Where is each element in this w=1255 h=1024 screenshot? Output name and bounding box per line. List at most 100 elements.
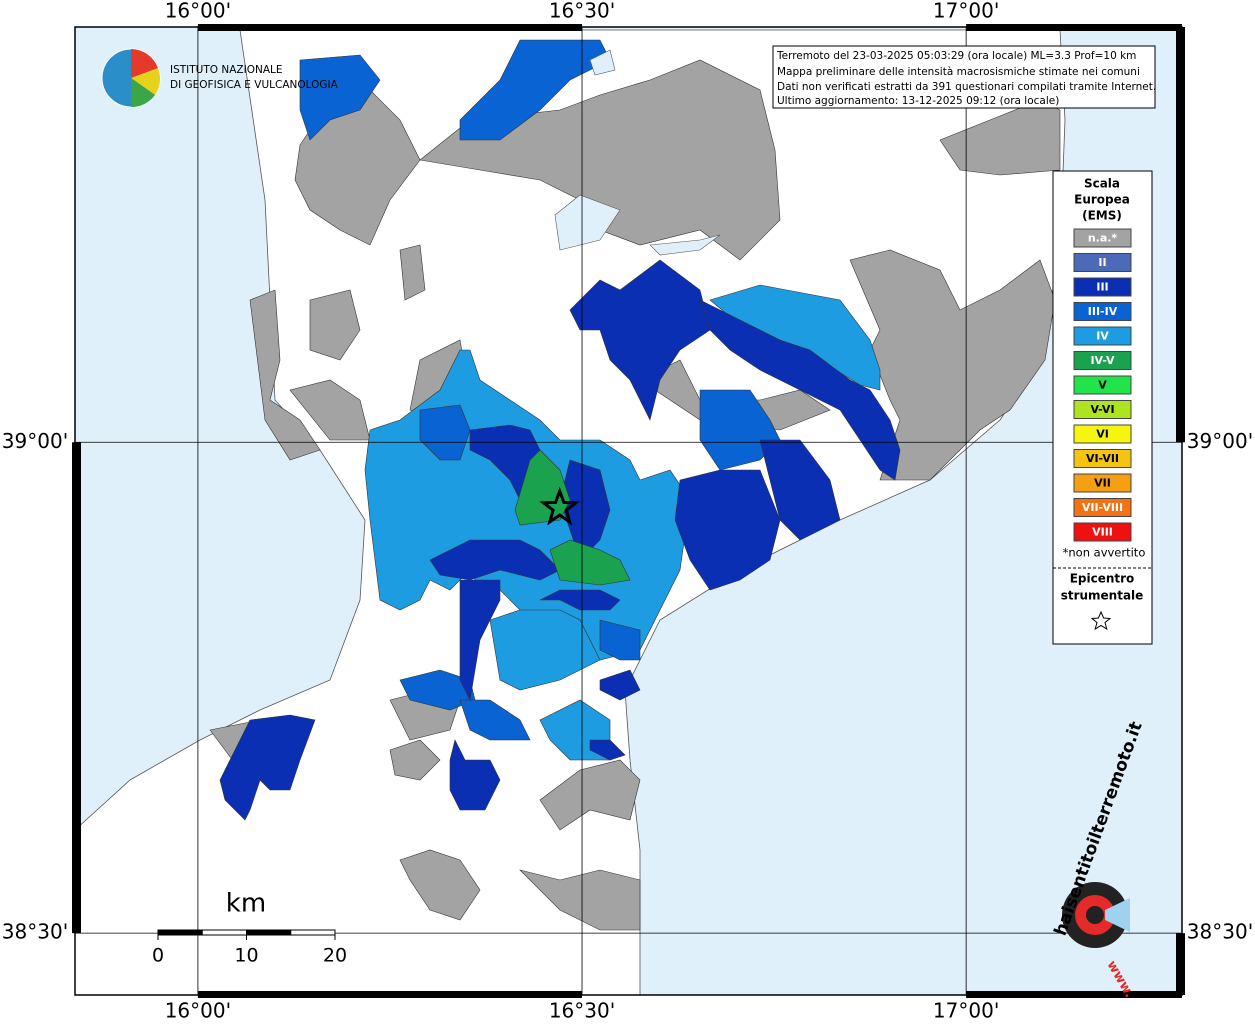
frame-band xyxy=(966,24,1182,31)
municipality xyxy=(449,739,501,811)
municipality xyxy=(569,259,711,421)
legend-swatch xyxy=(1073,351,1132,370)
municipality xyxy=(674,469,781,591)
legend-swatch xyxy=(1073,302,1132,321)
municipality xyxy=(299,54,381,141)
municipality xyxy=(389,739,441,781)
legend-label: IV-V xyxy=(1090,354,1115,367)
logo-globe xyxy=(131,78,155,108)
municipality xyxy=(939,99,1061,176)
frame-band xyxy=(197,24,583,31)
legend-label: III-IV xyxy=(1088,305,1118,318)
info-line: Terremoto del 23-03-2025 05:03:29 (ora l… xyxy=(776,50,1136,62)
legend-label: V xyxy=(1098,379,1107,392)
municipality xyxy=(699,299,901,481)
legend-note: *non avvertito xyxy=(1063,546,1146,560)
legend-swatch xyxy=(1073,277,1132,297)
lon-label: 16°00' xyxy=(165,0,231,23)
frame-band xyxy=(197,991,583,998)
scale-segment xyxy=(290,929,336,936)
municipality xyxy=(849,249,1056,481)
municipality xyxy=(759,439,841,541)
legend-label: VIII xyxy=(1092,526,1113,539)
logo-globe xyxy=(131,49,158,78)
municipality xyxy=(539,759,641,831)
info-line: Dati non verificati estratti da 391 ques… xyxy=(777,81,1156,93)
lon-label: 17°00' xyxy=(933,999,999,1023)
info-line: Mappa preliminare delle intensità macros… xyxy=(777,66,1140,78)
logo-text: ISTITUTO NAZIONALE xyxy=(170,64,283,76)
logo-globe xyxy=(131,68,161,95)
lon-label: 16°30' xyxy=(549,999,615,1023)
legend-label: VI xyxy=(1096,428,1109,441)
scale-segment xyxy=(201,929,247,936)
legend-title: Scala xyxy=(1084,177,1120,191)
legend-epicenter: strumentale xyxy=(1061,589,1144,603)
legend-swatch xyxy=(1073,473,1132,493)
frame-band xyxy=(1176,27,1185,443)
lon-label: 17°00' xyxy=(933,0,999,23)
frame-band xyxy=(966,991,1182,998)
legend-label: VII xyxy=(1094,477,1111,490)
legend-swatch xyxy=(1073,424,1132,444)
legend-star xyxy=(1090,610,1112,631)
legend-swatch xyxy=(1073,400,1132,419)
legend-swatch xyxy=(1073,326,1132,346)
municipality xyxy=(419,404,471,461)
ingv-logo: ISTITUTO NAZIONALE DI GEOFISICA E VULCAN… xyxy=(101,48,339,108)
logo-text: DI GEOFISICA E VULCANOLOGIA xyxy=(170,79,339,91)
legend-title: (EMS) xyxy=(1082,209,1122,223)
scale-segment xyxy=(157,929,203,936)
municipality xyxy=(309,289,361,361)
lat-label: 39°00' xyxy=(1187,429,1253,453)
legend-swatch xyxy=(1073,522,1132,542)
municipality xyxy=(549,539,631,586)
municipality xyxy=(399,244,426,301)
municipality xyxy=(539,589,621,611)
legend-swatch xyxy=(1073,253,1132,272)
legend-epicenter: Epicentro xyxy=(1070,572,1135,586)
municipality xyxy=(459,699,531,741)
legend-label: VII-VIII xyxy=(1082,501,1123,514)
legend: Scala Europea (EMS) *non avvertito Epice… xyxy=(1052,170,1153,645)
municipality xyxy=(489,609,601,691)
legend-label: n.a.* xyxy=(1088,232,1118,245)
municipality xyxy=(429,539,561,581)
municipality xyxy=(519,869,641,931)
legend-swatch xyxy=(1073,228,1132,248)
municipality xyxy=(289,379,371,441)
lon-label: 16°00' xyxy=(165,999,231,1023)
municipality xyxy=(399,849,481,921)
frame-band xyxy=(1176,933,1185,995)
legend-swatch xyxy=(1073,498,1132,517)
scale-segment xyxy=(246,929,292,936)
municipality xyxy=(219,714,316,821)
watermark-circle xyxy=(1086,906,1104,924)
lat-label: 38°30' xyxy=(1187,920,1253,944)
municipality xyxy=(419,59,781,261)
legend-label: V-VI xyxy=(1090,403,1114,416)
info-box-frame xyxy=(772,45,1156,109)
info-line: Ultimo aggiornamento: 13-12-2025 09:12 (… xyxy=(777,95,1059,107)
watermark-horn xyxy=(1105,898,1130,932)
scale-unit: km xyxy=(226,889,266,919)
lat-label: 38°30' xyxy=(2,920,68,944)
scale-label: 10 xyxy=(234,945,258,967)
epicenter xyxy=(539,486,581,526)
municipality xyxy=(589,739,626,761)
legend-label: IV xyxy=(1096,330,1109,343)
legend-label: VI-VII xyxy=(1086,452,1119,465)
legend-label: II xyxy=(1098,256,1106,269)
municipality xyxy=(249,289,321,461)
legend-title: Europea xyxy=(1074,193,1130,207)
lon-label: 16°30' xyxy=(549,0,615,23)
lat-label: 39°00' xyxy=(2,429,68,453)
municipalities xyxy=(209,39,1061,931)
info-box: Terremoto del 23-03-2025 05:03:29 (ora l… xyxy=(772,45,1156,109)
legend-swatch xyxy=(1073,449,1132,468)
frame-bands xyxy=(72,24,1185,998)
lakes xyxy=(554,49,721,256)
epicenter-star xyxy=(539,486,581,526)
legend-swatch xyxy=(1073,375,1132,395)
